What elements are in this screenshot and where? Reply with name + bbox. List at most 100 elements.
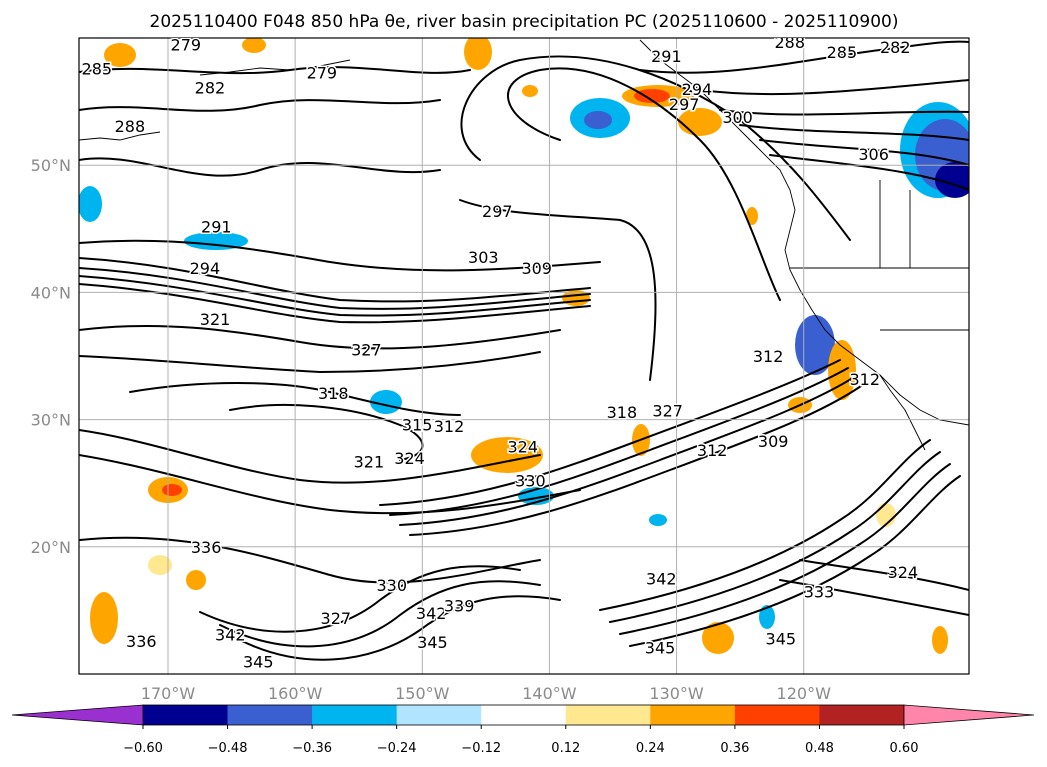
contour-line (389, 367, 849, 516)
precip-patch (584, 111, 612, 129)
contour-line (199, 565, 521, 633)
contour-line (79, 324, 561, 350)
contour-label: 324 (888, 563, 919, 582)
precip-patch (104, 43, 136, 67)
contour-label: 327 (351, 341, 382, 360)
contour-line (779, 579, 969, 616)
colorbar-ticks: −0.60 −0.48 −0.36 −0.24 −0.12 0.12 0.24 0.36 0.4… (123, 725, 918, 756)
aleutian-islands (79, 131, 161, 141)
contour-line (79, 429, 541, 484)
contour-label: 309 (521, 259, 552, 278)
contour-line (239, 595, 561, 661)
colorbar-bin (396, 705, 482, 725)
colorbar-tick-label: 0.60 (890, 741, 919, 756)
colorbar: −0.60 −0.48 −0.36 −0.24 −0.12 0.12 0.24 0.36 0.4… (11, 704, 1035, 756)
lon-tick-label: 120°W (777, 684, 832, 703)
contour-label: 282 (880, 38, 911, 57)
baja-peninsula (879, 374, 926, 451)
contour-line (639, 40, 969, 74)
precip-patch (464, 38, 492, 70)
latitude-axis: 50°N 40°N 30°N 20°N (31, 156, 71, 557)
colorbar-bin (227, 705, 313, 725)
contour-line (459, 199, 657, 381)
contour-label: 342 (215, 626, 246, 645)
contour-label: 327 (652, 402, 683, 421)
lon-tick-label: 150°W (395, 684, 450, 703)
contour-line (599, 439, 931, 611)
contour-label: 294 (682, 80, 713, 99)
contour-label: 345 (417, 633, 448, 652)
precip-patch (79, 186, 102, 222)
precip-patch (702, 622, 734, 654)
contour-label: 327 (321, 609, 352, 628)
colorbar-bin (312, 705, 397, 725)
precip-patch (184, 232, 248, 250)
colorbar-bin (143, 705, 228, 725)
lat-tick-label: 40°N (31, 283, 71, 302)
colorbar-underflow-arrow (11, 704, 144, 726)
contour-line (79, 536, 541, 584)
lon-tick-label: 170°W (141, 684, 196, 703)
contour-label: 294 (190, 259, 221, 278)
contour-line (79, 239, 601, 272)
precip-patch (759, 605, 775, 629)
contour-label: 345 (243, 652, 274, 671)
contour-label: 309 (758, 432, 789, 451)
contour-label: 336 (191, 538, 222, 557)
precip-patch (746, 207, 758, 225)
contour-label: 321 (354, 453, 385, 472)
contour-line (79, 454, 581, 515)
contour-label: 288 (115, 117, 146, 136)
us-west-coastline (639, 39, 969, 426)
lon-tick-label: 140°W (522, 684, 577, 703)
colorbar-tick-label: 0.48 (805, 741, 834, 756)
contour-line (460, 55, 851, 241)
contour-line (699, 79, 969, 96)
contour-label: 279 (171, 35, 202, 54)
contour-line (79, 267, 591, 310)
contour-label: 291 (651, 47, 682, 66)
contour-line (129, 382, 461, 416)
colorbar-tick-label: 0.24 (636, 741, 665, 756)
contour-label: 297 (669, 95, 700, 114)
contour-line (79, 99, 441, 112)
contour-line (507, 67, 781, 301)
lon-tick-label: 160°W (268, 684, 323, 703)
contour-label: 342 (416, 604, 447, 623)
graticule (79, 38, 969, 674)
colorbar-tick-label: −0.36 (292, 741, 332, 756)
contour-label: 339 (444, 596, 475, 615)
contour-line (609, 451, 941, 623)
lat-tick-label: 20°N (31, 538, 71, 557)
colorbar-bin (819, 705, 905, 725)
contour-label: 315 (402, 416, 433, 435)
contour-line (759, 139, 969, 166)
map-frame (78, 37, 970, 675)
lat-tick-label: 30°N (31, 411, 71, 430)
contour-label: 300 (722, 108, 753, 127)
contour-label: 324 (507, 437, 538, 456)
longitude-axis: 170°W 160°W 150°W 140°W 130°W 120°W (141, 684, 831, 703)
colorbar-tick-label: −0.60 (123, 741, 163, 756)
contour-label: 303 (468, 248, 499, 267)
contour-label: 336 (126, 632, 157, 651)
precip-patch (932, 626, 948, 654)
state-borders (879, 180, 969, 331)
contour-label: 324 (394, 449, 425, 468)
contour-line (79, 257, 591, 303)
contour-label: 285 (827, 43, 858, 62)
contour-label: 306 (858, 145, 889, 164)
colorbar-tick-label: −0.48 (208, 741, 248, 756)
contour-line (619, 463, 951, 635)
precip-patch (649, 514, 667, 526)
map-area (79, 38, 969, 674)
precip-patch (634, 89, 670, 103)
contour-label: 312 (434, 417, 465, 436)
contour-label: 321 (200, 310, 231, 329)
contour-line (79, 275, 591, 317)
contour-label: 312 (697, 441, 728, 460)
contour-line (399, 375, 857, 526)
contour-line (799, 559, 969, 591)
contour-line (379, 359, 841, 506)
